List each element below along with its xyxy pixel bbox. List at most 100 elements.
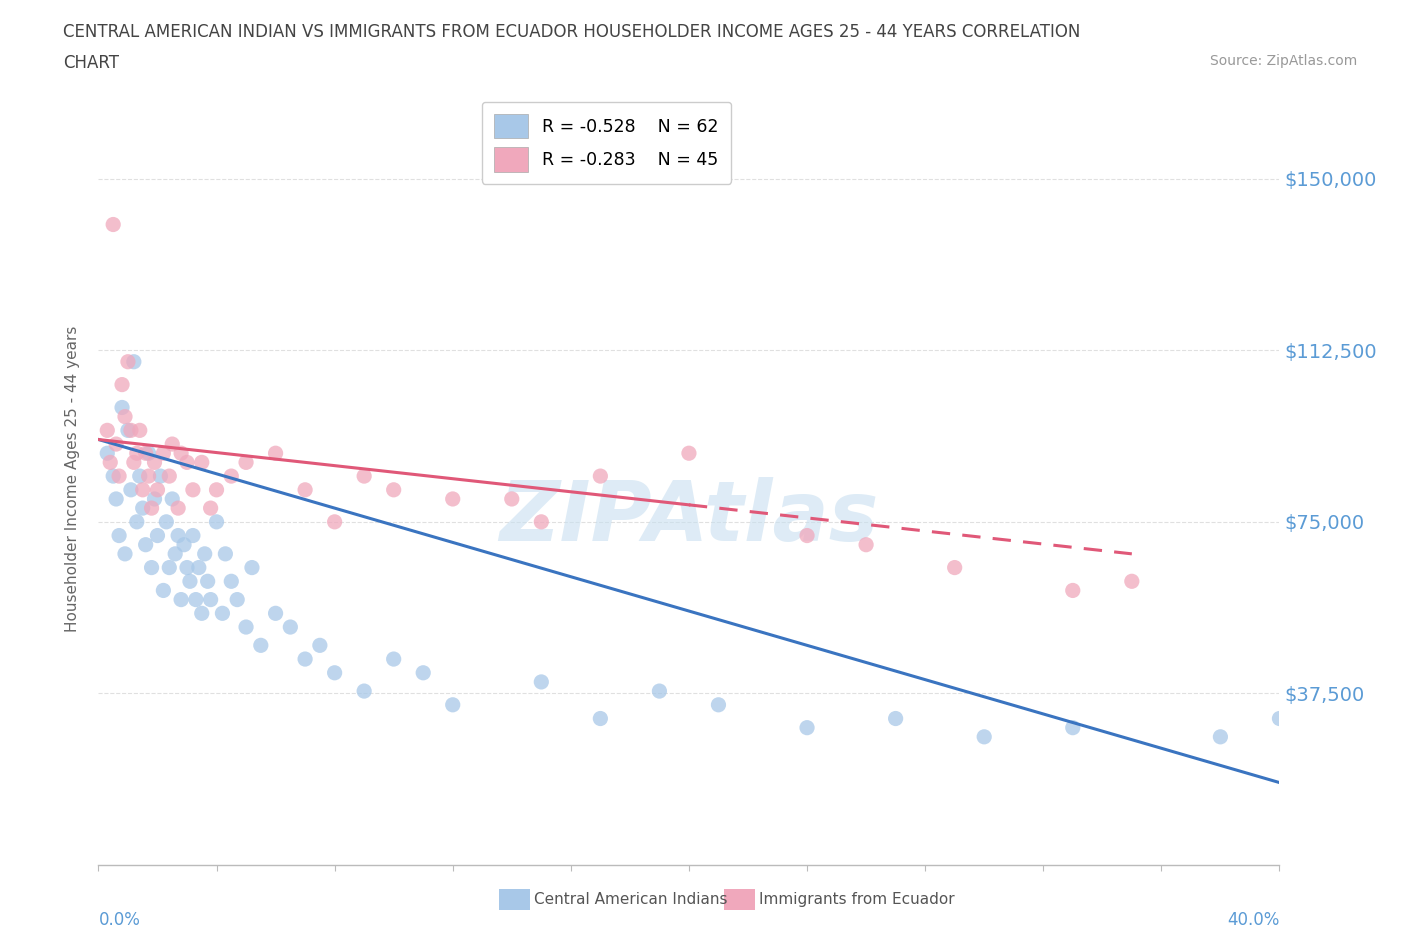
Point: [943, 560, 966, 575]
Point: [648, 684, 671, 698]
Point: [114, 409, 136, 424]
Point: [105, 492, 128, 507]
Point: [128, 423, 150, 438]
Point: [181, 528, 204, 543]
Text: Immigrants from Ecuador: Immigrants from Ecuador: [759, 892, 955, 907]
Text: ZIPAtlas: ZIPAtlas: [499, 477, 879, 558]
Point: [1062, 720, 1084, 735]
Point: [1121, 574, 1143, 589]
Point: [152, 583, 174, 598]
Point: [173, 538, 195, 552]
Text: 40.0%: 40.0%: [1227, 911, 1279, 929]
Point: [128, 469, 150, 484]
Point: [103, 469, 125, 484]
Point: [589, 469, 612, 484]
Point: [973, 729, 995, 744]
Point: [162, 492, 183, 507]
Point: [884, 711, 907, 726]
Point: [105, 436, 128, 451]
Point: [114, 547, 136, 562]
Point: [200, 592, 222, 607]
Point: [141, 500, 163, 515]
Point: [353, 469, 375, 484]
Point: [589, 711, 612, 726]
Point: [146, 528, 169, 543]
Point: [108, 469, 131, 484]
Point: [501, 492, 523, 507]
Point: [530, 674, 553, 689]
Point: [132, 500, 155, 515]
Point: [120, 423, 142, 438]
Legend: R = -0.528    N = 62, R = -0.283    N = 45: R = -0.528 N = 62, R = -0.283 N = 45: [482, 101, 731, 184]
Point: [149, 469, 172, 484]
Text: CHART: CHART: [63, 54, 120, 72]
Point: [264, 445, 287, 460]
Point: [280, 619, 302, 634]
Point: [184, 592, 207, 607]
Point: [382, 483, 405, 498]
Point: [117, 354, 139, 369]
Point: [235, 619, 257, 634]
Point: [796, 528, 818, 543]
Point: [530, 514, 553, 529]
Point: [855, 538, 877, 552]
Point: [176, 560, 198, 575]
Point: [132, 483, 155, 498]
Point: [194, 547, 217, 562]
Text: Central American Indians: Central American Indians: [534, 892, 728, 907]
Point: [111, 400, 134, 415]
Point: [135, 445, 157, 460]
Point: [250, 638, 273, 653]
Point: [796, 720, 818, 735]
Point: [120, 483, 142, 498]
Point: [200, 500, 222, 515]
Point: [122, 354, 145, 369]
Point: [382, 652, 405, 667]
Point: [235, 455, 257, 470]
Point: [205, 514, 228, 529]
Text: CENTRAL AMERICAN INDIAN VS IMMIGRANTS FROM ECUADOR HOUSEHOLDER INCOME AGES 25 - : CENTRAL AMERICAN INDIAN VS IMMIGRANTS FR…: [63, 23, 1081, 41]
Point: [117, 423, 139, 438]
Point: [264, 605, 287, 620]
Point: [214, 547, 236, 562]
Point: [323, 514, 346, 529]
Point: [441, 492, 464, 507]
Point: [191, 455, 214, 470]
Point: [165, 547, 187, 562]
Point: [98, 455, 121, 470]
Point: [138, 445, 160, 460]
Y-axis label: Householder Income Ages 25 - 44 years: Householder Income Ages 25 - 44 years: [65, 326, 80, 632]
Point: [221, 574, 243, 589]
Point: [441, 698, 464, 712]
Point: [96, 445, 118, 460]
Point: [135, 538, 157, 552]
Point: [211, 605, 233, 620]
Point: [187, 560, 209, 575]
Point: [205, 483, 228, 498]
Point: [170, 592, 193, 607]
Point: [294, 652, 316, 667]
Point: [678, 445, 700, 460]
Point: [162, 436, 183, 451]
Point: [221, 469, 243, 484]
Point: [412, 665, 434, 680]
Point: [125, 445, 148, 460]
Point: [138, 469, 160, 484]
Point: [143, 492, 166, 507]
Point: [108, 528, 131, 543]
Point: [143, 455, 166, 470]
Point: [167, 500, 190, 515]
Point: [707, 698, 730, 712]
Point: [157, 560, 180, 575]
Text: 0.0%: 0.0%: [98, 911, 141, 929]
Text: Source: ZipAtlas.com: Source: ZipAtlas.com: [1209, 54, 1357, 68]
Point: [125, 514, 148, 529]
Point: [191, 605, 214, 620]
Point: [103, 217, 125, 232]
Point: [96, 423, 118, 438]
Point: [294, 483, 316, 498]
Point: [1062, 583, 1084, 598]
Point: [122, 455, 145, 470]
Point: [152, 445, 174, 460]
Point: [309, 638, 332, 653]
